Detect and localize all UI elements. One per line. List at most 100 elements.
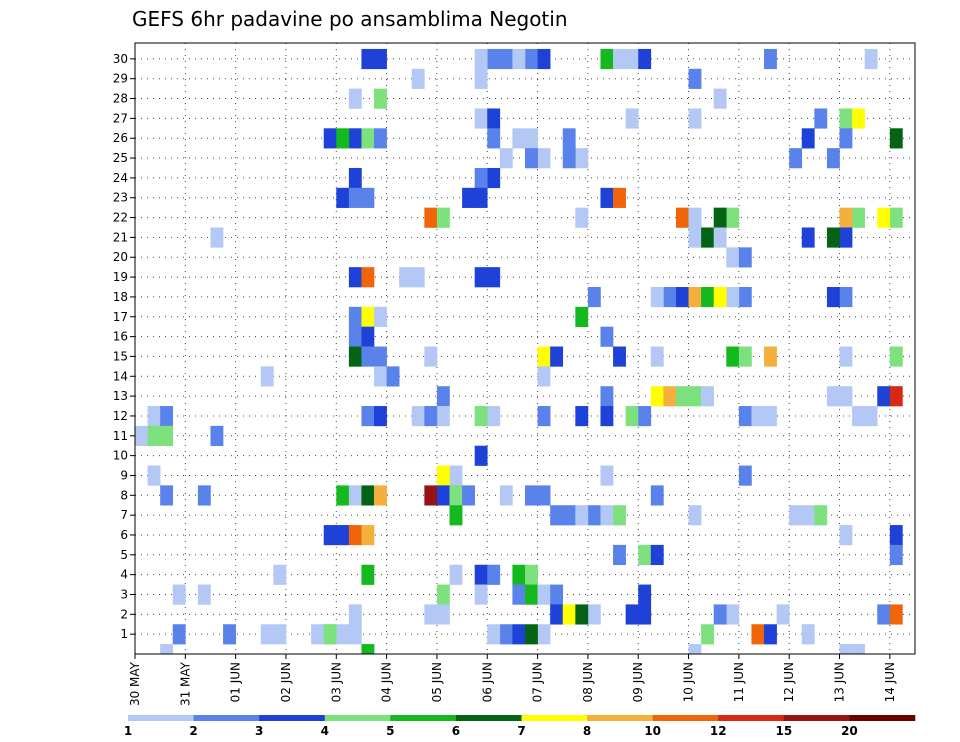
heatmap-cell bbox=[424, 207, 438, 228]
heatmap-cell bbox=[361, 128, 375, 149]
heatmap-cell bbox=[348, 128, 362, 149]
heatmap-cell bbox=[613, 187, 626, 208]
x-tick-label: 13 JUN bbox=[833, 662, 847, 702]
heatmap-cell bbox=[738, 465, 752, 486]
heatmap-cell bbox=[600, 187, 614, 208]
heatmap-cell bbox=[814, 505, 828, 526]
heatmap-cell bbox=[613, 48, 626, 70]
heatmap-cell bbox=[160, 644, 174, 655]
heatmap-cell bbox=[474, 564, 488, 585]
heatmap-cell bbox=[701, 386, 715, 407]
heatmap-cell bbox=[172, 624, 186, 645]
x-tick-label: 04 JUN bbox=[380, 662, 394, 702]
heatmap-cell bbox=[348, 525, 362, 546]
y-tick-label: 5 bbox=[120, 548, 128, 562]
heatmap-cell bbox=[650, 346, 664, 367]
heatmap-cell bbox=[839, 525, 853, 546]
heatmap-cell bbox=[688, 108, 702, 129]
heatmap-cell bbox=[424, 604, 438, 625]
heatmap-cell bbox=[348, 604, 362, 625]
x-tick-label: 02 JUN bbox=[279, 662, 293, 702]
heatmap-cell bbox=[449, 505, 463, 526]
x-tick-label: 14 JUN bbox=[883, 662, 897, 702]
heatmap-cell bbox=[688, 644, 702, 655]
heatmap-cell bbox=[600, 386, 614, 407]
heatmap-cell bbox=[839, 227, 853, 248]
heatmap-cell bbox=[613, 505, 626, 526]
heatmap-cell bbox=[688, 505, 702, 526]
heatmap-cell bbox=[487, 267, 501, 288]
heatmap-cell bbox=[877, 604, 891, 625]
heatmap-cell bbox=[776, 604, 790, 625]
heatmap-cell bbox=[726, 207, 740, 228]
heatmap-cell bbox=[436, 386, 450, 407]
heatmap-cell bbox=[852, 207, 865, 228]
heatmap-cell bbox=[587, 604, 601, 625]
heatmap-cell bbox=[348, 485, 362, 506]
x-axis: 30 MAY 31 MAY 01 JUN 02 JUN 03 JUN 04 JUN 05 J… bbox=[128, 654, 897, 706]
heatmap-cell bbox=[499, 148, 513, 169]
heatmap-cell bbox=[764, 346, 777, 367]
heatmap-cell bbox=[210, 227, 224, 248]
y-tick-label: 2 bbox=[120, 607, 128, 621]
heatmap-cell bbox=[537, 148, 551, 169]
heatmap-cell bbox=[852, 644, 865, 655]
heatmap-cell bbox=[801, 624, 815, 645]
y-tick-label: 7 bbox=[120, 508, 128, 522]
heatmap-cell bbox=[499, 48, 513, 70]
heatmap-cell bbox=[474, 584, 488, 605]
heatmap-cell bbox=[852, 108, 865, 129]
x-tick-label: 09 JUN bbox=[631, 662, 645, 702]
heatmap-cell bbox=[764, 624, 777, 645]
x-tick-label: 12 JUN bbox=[782, 662, 796, 702]
heatmap-cell bbox=[361, 525, 375, 546]
heatmap-cell bbox=[424, 485, 438, 506]
heatmap-cell bbox=[487, 624, 501, 645]
heatmap-cell bbox=[613, 346, 626, 367]
legend-label: 4 bbox=[321, 724, 329, 738]
heatmap-cell bbox=[550, 584, 564, 605]
heatmap-cell bbox=[537, 406, 551, 427]
legend-label: 6 bbox=[452, 724, 460, 738]
heatmap-cell bbox=[801, 227, 815, 248]
heatmap-cell bbox=[726, 247, 740, 268]
heatmap-cell bbox=[587, 505, 601, 526]
legend-swatch bbox=[849, 715, 916, 721]
heatmap-cell bbox=[839, 207, 853, 228]
heatmap-cell bbox=[550, 346, 564, 367]
y-tick-label: 28 bbox=[113, 92, 128, 106]
heatmap-cell bbox=[487, 406, 501, 427]
heatmap-cell bbox=[449, 465, 463, 486]
heatmap-cell bbox=[625, 604, 639, 625]
heatmap-cell bbox=[160, 406, 174, 427]
heatmap-cell bbox=[386, 366, 400, 387]
heatmap-cell bbox=[889, 207, 903, 228]
legend-label: 2 bbox=[189, 724, 197, 738]
heatmap-cell bbox=[839, 128, 853, 149]
heatmap-cell bbox=[738, 247, 752, 268]
y-tick-label: 12 bbox=[113, 409, 128, 423]
heatmap-cell bbox=[348, 346, 362, 367]
heatmap-cell bbox=[713, 604, 727, 625]
heatmap-cell bbox=[537, 624, 551, 645]
heatmap-cell bbox=[436, 485, 450, 506]
heatmap-cell bbox=[361, 644, 375, 655]
heatmap-cell bbox=[839, 108, 853, 129]
heatmap-cell bbox=[537, 346, 551, 367]
heatmap-cell bbox=[323, 128, 337, 149]
heatmap-cell bbox=[474, 187, 488, 208]
legend-swatch bbox=[324, 715, 391, 721]
heatmap-cell bbox=[852, 406, 865, 427]
y-tick-label: 11 bbox=[113, 429, 128, 443]
heatmap-cell bbox=[525, 148, 538, 169]
heatmap-cell bbox=[223, 624, 236, 645]
x-tick-label: 05 JUN bbox=[430, 662, 444, 702]
heatmap-cell bbox=[399, 267, 413, 288]
heatmap-cell bbox=[323, 624, 337, 645]
heatmap-cell bbox=[713, 227, 727, 248]
heatmap-cell bbox=[701, 624, 715, 645]
heatmap-cell bbox=[877, 207, 891, 228]
heatmap-cell bbox=[411, 68, 425, 89]
heatmap-cell bbox=[688, 386, 702, 407]
heatmap-cell bbox=[864, 406, 878, 427]
